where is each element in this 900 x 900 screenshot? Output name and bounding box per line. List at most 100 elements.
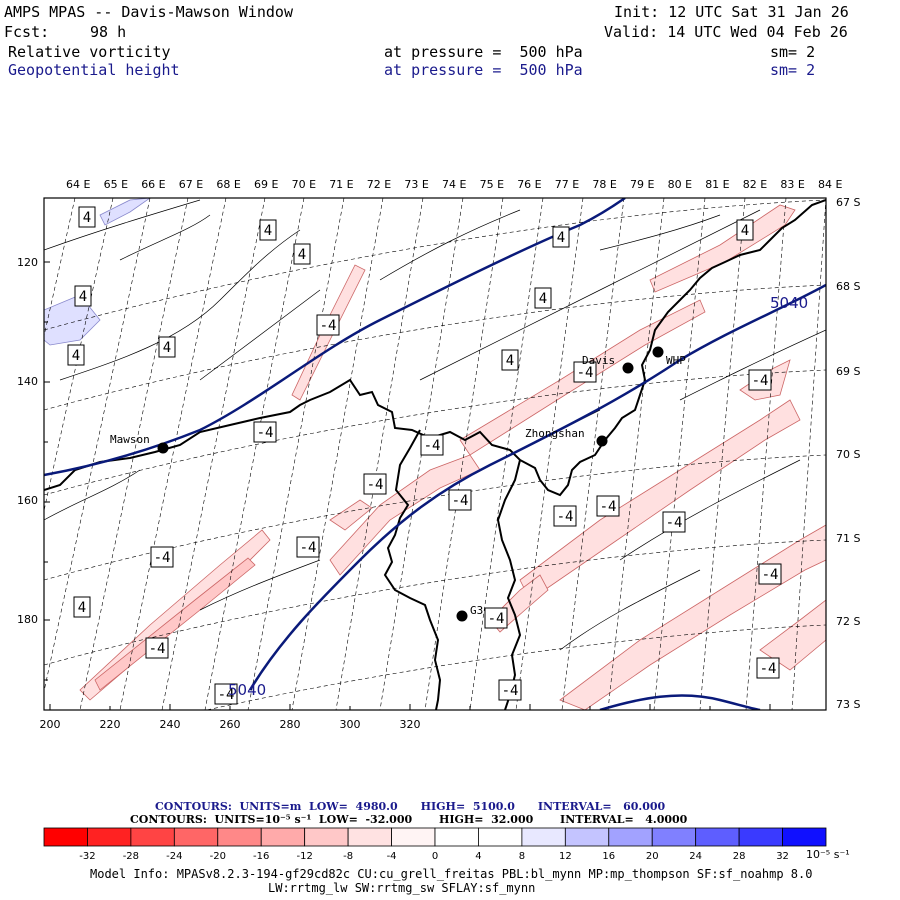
svg-text:4: 4 bbox=[741, 223, 749, 239]
svg-text:4: 4 bbox=[506, 353, 514, 369]
latitude-label: 67 S bbox=[836, 196, 860, 209]
vorticity-label: 4 bbox=[74, 285, 92, 307]
vorticity-label: -4 bbox=[214, 683, 238, 705]
colorbar-swatch bbox=[651, 827, 697, 847]
longitude-label: 75 E bbox=[480, 178, 504, 191]
colorbar: -32 -28 -24 -20 -16 -12 -8 -4 0 4 8 12 16 20 24 28 32 bbox=[43, 827, 827, 862]
vorticity-label: -4 bbox=[484, 607, 508, 629]
height-label: 5040 bbox=[228, 681, 266, 699]
vorticity-label: -4 bbox=[253, 421, 277, 443]
colorbar-swatch bbox=[782, 827, 827, 847]
svg-text:-4: -4 bbox=[367, 477, 384, 493]
colorbar-swatch bbox=[738, 827, 783, 847]
svg-text:4: 4 bbox=[83, 210, 91, 226]
vorticity-label: -4 bbox=[316, 314, 340, 336]
station-label: Davis bbox=[582, 354, 615, 367]
latitude-label: 72 S bbox=[836, 615, 860, 628]
longitude-label: 70 E bbox=[292, 178, 316, 191]
station-label: WHP bbox=[666, 354, 686, 367]
vorticity-contour-info: CONTOURS: UNITS=10⁻⁵ s⁻¹ LOW= -32.000 HI… bbox=[130, 813, 688, 826]
colorbar-swatch bbox=[304, 827, 349, 847]
station-markers bbox=[157, 346, 664, 622]
model-physics: LW:rrtmg_lw SW:rrtmg_sw SFLAY:sf_mynn bbox=[268, 881, 536, 895]
colorbar-swatch bbox=[391, 827, 436, 847]
colorbar-swatch bbox=[608, 827, 653, 847]
latitude-label: 68 S bbox=[836, 280, 860, 293]
vorticity-label: -4 bbox=[420, 434, 444, 456]
plot-title: AMPS MPAS -- Davis-Mawson Window bbox=[4, 3, 293, 21]
positive-vorticity-shading bbox=[44, 198, 151, 346]
colorbar-tick-label: 16 bbox=[602, 851, 615, 862]
vorticity-label: -4 bbox=[498, 679, 522, 701]
coastline bbox=[44, 199, 826, 710]
svg-text:-4: -4 bbox=[320, 318, 337, 334]
longitude-label: 76 E bbox=[517, 178, 541, 191]
longitude-label: 77 E bbox=[555, 178, 579, 191]
svg-text:-4: -4 bbox=[760, 661, 777, 677]
svg-text:-4: -4 bbox=[600, 499, 617, 515]
vorticity-label: 4 bbox=[158, 336, 176, 358]
svg-text:4: 4 bbox=[539, 291, 547, 307]
colorbar-tick-label: 20 bbox=[646, 851, 659, 862]
vorticity-label: -4 bbox=[573, 361, 597, 383]
station-mawson-marker bbox=[157, 442, 169, 454]
map-frame bbox=[43, 197, 827, 711]
latitude-label: 71 S bbox=[836, 532, 860, 545]
svg-text:-4: -4 bbox=[300, 540, 317, 556]
colorbar-swatch bbox=[130, 827, 175, 847]
y-tick-label: 160 bbox=[17, 494, 38, 507]
svg-text:4: 4 bbox=[557, 230, 565, 246]
field1-smoothing: sm= 2 bbox=[770, 43, 816, 61]
geopotential-height-contours bbox=[44, 198, 826, 710]
svg-text:4: 4 bbox=[163, 340, 171, 356]
longitude-label: 67 E bbox=[179, 178, 203, 191]
svg-text:-4: -4 bbox=[666, 515, 683, 531]
colorbar-swatch bbox=[260, 827, 306, 847]
longitude-label: 64 E bbox=[66, 178, 90, 191]
colorbar-swatch bbox=[478, 827, 523, 847]
field1-name: Relative vorticity bbox=[8, 43, 171, 61]
svg-text:4: 4 bbox=[72, 348, 80, 364]
axis-ticks bbox=[44, 261, 771, 710]
vorticity-label: -4 bbox=[150, 546, 174, 568]
map-plot-area bbox=[44, 198, 826, 710]
colorbar-tick-label: 24 bbox=[689, 851, 702, 862]
vorticity-label: -4 bbox=[758, 563, 782, 585]
svg-text:-4: -4 bbox=[424, 438, 441, 454]
vorticity-label: 4 bbox=[552, 226, 570, 248]
svg-text:-4: -4 bbox=[488, 611, 505, 627]
vorticity-label: 4 bbox=[73, 596, 91, 618]
colorbar-swatch bbox=[564, 827, 610, 847]
vorticity-label: -4 bbox=[748, 369, 772, 391]
longitude-label: 66 E bbox=[141, 178, 165, 191]
vorticity-label: -4 bbox=[363, 473, 387, 495]
height-contour-info: CONTOURS: UNITS=m LOW= 4980.0 HIGH= 5100… bbox=[155, 800, 666, 813]
svg-text:4: 4 bbox=[79, 289, 87, 305]
vorticity-label: -4 bbox=[296, 536, 320, 558]
x-tick-label: 220 bbox=[100, 718, 121, 731]
station-g3-marker bbox=[456, 610, 468, 622]
longitude-label: 74 E bbox=[442, 178, 466, 191]
longitude-label: 65 E bbox=[104, 178, 128, 191]
x-tick-label: 320 bbox=[400, 718, 421, 731]
x-tick-label: 260 bbox=[220, 718, 241, 731]
station-label: Zhongshan bbox=[525, 427, 585, 440]
colorbar-tick-label: -12 bbox=[296, 851, 312, 862]
station-label: G3 bbox=[470, 604, 483, 617]
svg-text:4: 4 bbox=[298, 247, 306, 263]
longitude-label: 83 E bbox=[780, 178, 804, 191]
vorticity-label: 4 bbox=[259, 219, 277, 241]
vorticity-label: -4 bbox=[662, 511, 686, 533]
vorticity-label: 4 bbox=[736, 219, 754, 241]
svg-text:-4: -4 bbox=[218, 687, 235, 703]
svg-text:-4: -4 bbox=[257, 425, 274, 441]
y-tick-label: 120 bbox=[17, 256, 38, 269]
longitude-label: 80 E bbox=[668, 178, 692, 191]
longitude-label: 82 E bbox=[743, 178, 767, 191]
colorbar-swatch bbox=[43, 827, 88, 847]
parallel-lines bbox=[44, 199, 826, 710]
station-label: Mawson bbox=[110, 433, 150, 446]
colorbar-swatch bbox=[434, 827, 479, 847]
forecast-hours: 98 h bbox=[90, 23, 127, 41]
